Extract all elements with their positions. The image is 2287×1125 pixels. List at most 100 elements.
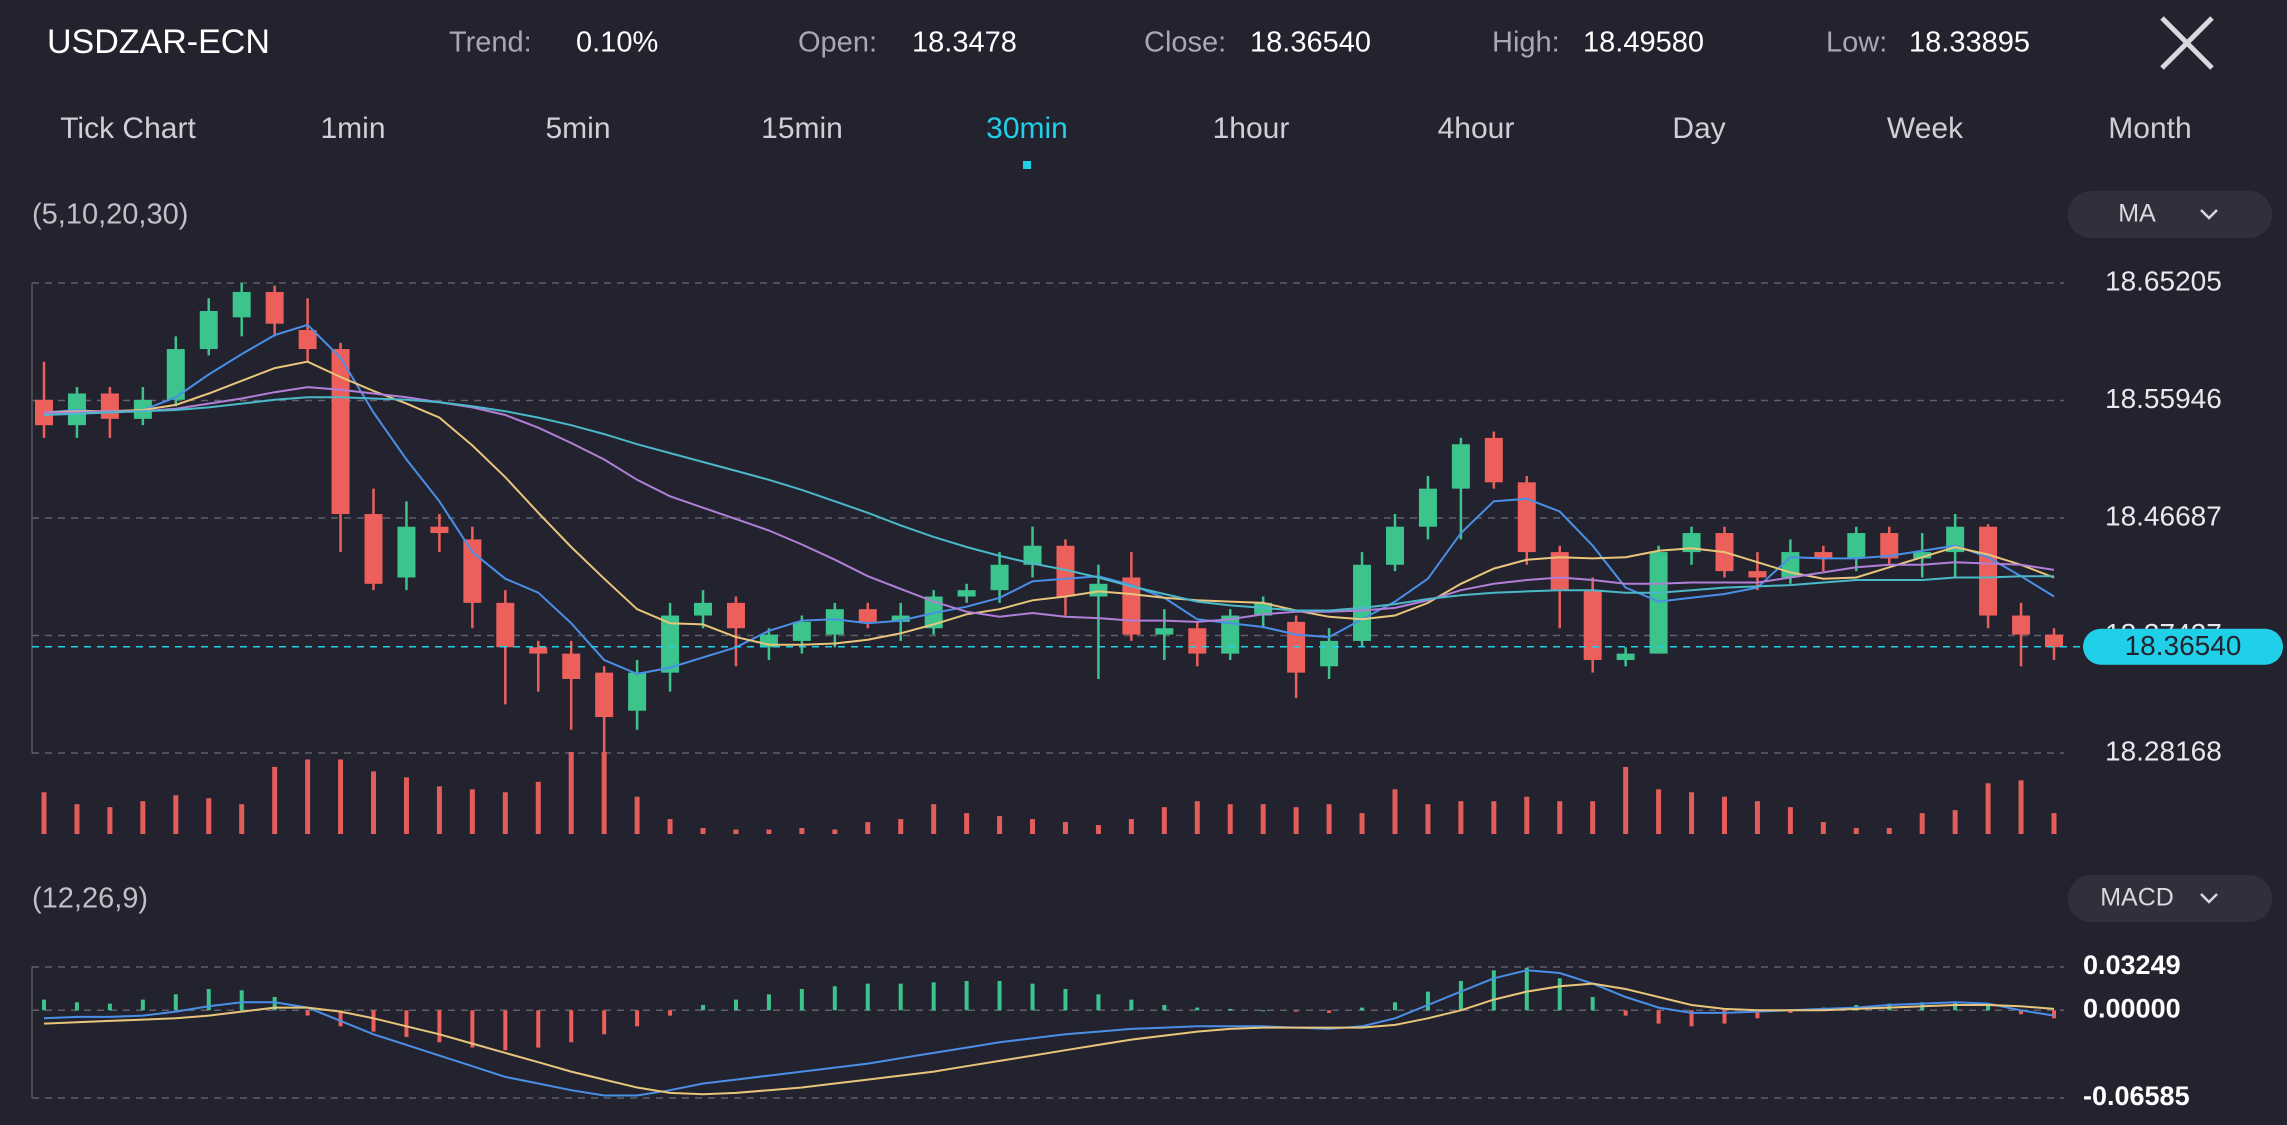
volume-bar — [1886, 828, 1892, 834]
candle-body — [1550, 552, 1569, 591]
stat-value: 18.36540 — [1250, 27, 1371, 59]
timeframe-tab[interactable]: Month — [2108, 112, 2191, 145]
stat-label: Low: — [1826, 27, 1887, 59]
macd-histogram-bar — [898, 983, 903, 1011]
timeframe-tab[interactable]: 4hour — [1438, 112, 1515, 145]
timeframe-tab[interactable]: 15min — [761, 112, 843, 145]
volume-bar — [1557, 801, 1563, 834]
candle-body — [1616, 653, 1635, 660]
candle-body — [628, 672, 647, 711]
candle-body — [1847, 533, 1866, 559]
indicator-name[interactable]: MA — [2118, 200, 2156, 228]
macd-histogram-bar — [239, 990, 244, 1011]
volume-bar — [1590, 801, 1596, 834]
stat-label: Close: — [1144, 27, 1226, 59]
candle-body — [1451, 444, 1470, 489]
volume-bar — [41, 792, 47, 834]
candle-body — [1880, 533, 1899, 559]
macd-histogram-bar — [997, 980, 1002, 1011]
macd-histogram-bar — [503, 1010, 508, 1051]
volume-bar — [1392, 789, 1398, 834]
y-tick-label: 0.03249 — [2083, 950, 2181, 980]
macd-histogram-bar — [338, 1010, 343, 1027]
volume-bar — [469, 789, 475, 834]
close-icon[interactable] — [2160, 16, 2214, 70]
volume-bar — [1030, 819, 1036, 834]
volume-bar — [502, 792, 508, 834]
volume-bar — [1095, 825, 1101, 834]
candle-body — [562, 653, 581, 679]
macd-histogram-bar — [635, 1010, 640, 1027]
timeframe-tab[interactable]: Week — [1887, 112, 1964, 145]
volume-bar — [1161, 807, 1167, 834]
volume-bar — [1326, 804, 1332, 834]
macd-histogram-bar — [1458, 980, 1463, 1011]
dropdown-chevron[interactable] — [2200, 209, 2218, 220]
last-price-tag — [2083, 628, 2283, 665]
timeframe-tab[interactable]: 1min — [320, 112, 385, 145]
macd-histogram-bar — [1228, 1008, 1233, 1011]
volume-bar — [371, 771, 377, 834]
candle-body — [990, 564, 1009, 591]
volume-bar — [1787, 807, 1793, 834]
candle-body — [1583, 590, 1602, 660]
macd-histogram-bar — [437, 1010, 442, 1043]
volume-bar — [173, 795, 179, 834]
candle-body — [364, 514, 383, 584]
volume-bar — [766, 829, 772, 834]
dropdown-chevron[interactable] — [2200, 893, 2218, 904]
timeframe-tab[interactable]: 1hour — [1213, 112, 1290, 145]
volume-bar — [535, 781, 541, 834]
volume-bar — [799, 828, 805, 834]
timeframe-tab[interactable]: Tick Chart — [60, 112, 196, 145]
timeframe-tab[interactable]: Day — [1672, 112, 1725, 145]
macd-histogram-bar — [1162, 1004, 1167, 1011]
macd-histogram-bar — [1392, 1002, 1397, 1011]
moving-average-line — [43, 396, 2054, 612]
candle-body — [298, 330, 317, 350]
volume-bar — [601, 752, 607, 834]
indicator-name[interactable]: MACD — [2100, 884, 2174, 912]
volume-bar — [931, 804, 937, 834]
indicator-params: (5,10,20,30) — [32, 199, 188, 231]
macd-histogram-bar — [1755, 1010, 1760, 1019]
macd-histogram-bar — [1491, 970, 1496, 1011]
timeframe-tab[interactable]: 30min — [986, 112, 1068, 145]
stat-label: High: — [1492, 27, 1560, 59]
candle-body — [463, 539, 482, 603]
volume-bar — [1260, 804, 1266, 834]
macd-histogram-bar — [569, 1010, 574, 1043]
close-button[interactable] — [2160, 16, 2214, 70]
macd-line — [43, 982, 2055, 1096]
macd-histogram-bar — [1623, 1010, 1628, 1016]
volume-bar — [733, 829, 739, 834]
volume-bar — [1623, 766, 1629, 834]
macd-histogram-bar — [74, 1002, 79, 1011]
timeframe-tab[interactable]: 5min — [545, 112, 610, 145]
indicator-dropdown[interactable] — [2068, 191, 2272, 238]
indicator-dropdown[interactable] — [2068, 875, 2272, 922]
volume-bar — [1656, 789, 1662, 834]
candle-body — [1418, 488, 1437, 527]
candle-body — [232, 291, 251, 318]
y-tick-label: 18.55946 — [2105, 383, 2222, 414]
volume-bar — [1062, 822, 1068, 834]
candle-body — [1221, 615, 1240, 654]
volume-bar — [1491, 801, 1497, 834]
volume-bar — [436, 786, 442, 834]
candle-body — [166, 349, 185, 400]
macd-histogram-bar — [865, 983, 870, 1011]
stat-label: Open: — [798, 27, 877, 59]
volume-bar — [1227, 804, 1233, 834]
volume-bar — [1689, 792, 1695, 834]
candle-body — [1023, 545, 1042, 565]
volume-bar — [997, 816, 1003, 834]
volume-bar — [964, 813, 970, 834]
candle-body — [1056, 545, 1075, 597]
macd-histogram-bar — [1030, 983, 1035, 1011]
macd-histogram-bar — [404, 1010, 409, 1037]
volume-bar — [1820, 822, 1826, 834]
macd-histogram-bar — [206, 988, 211, 1011]
y-tick-label: 0.00000 — [2083, 993, 2181, 1023]
macd-histogram-bar — [1656, 1010, 1661, 1024]
